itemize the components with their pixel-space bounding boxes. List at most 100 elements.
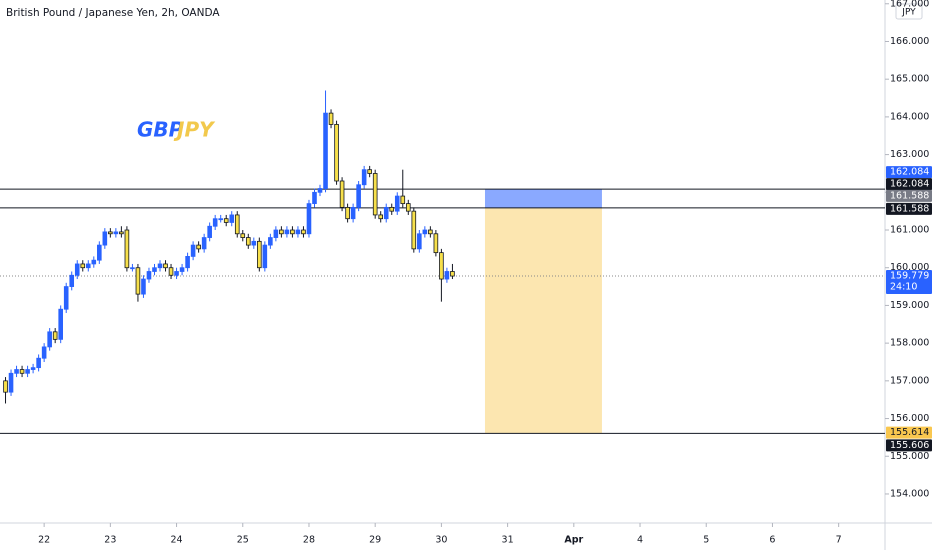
currency-box[interactable] bbox=[895, 3, 923, 20]
candle-body bbox=[146, 271, 152, 280]
candle-body bbox=[135, 267, 141, 295]
candle-body bbox=[63, 286, 69, 310]
y-tick-label: 155.000 bbox=[890, 451, 929, 462]
candle-body bbox=[152, 267, 157, 272]
y-tick-label: 164.000 bbox=[890, 111, 929, 122]
x-tick-label: 22 bbox=[38, 535, 50, 546]
candle-body bbox=[124, 229, 130, 269]
target-label: 155.614 bbox=[890, 427, 929, 438]
reward-zone bbox=[484, 207, 602, 434]
watermark-quote: JPY bbox=[173, 118, 216, 142]
line-label: 162.084 bbox=[890, 179, 929, 190]
x-tick-label: 30 bbox=[435, 535, 447, 546]
x-tick-label: 24 bbox=[171, 535, 183, 546]
y-tick-label: 160.000 bbox=[890, 262, 929, 273]
candle-body bbox=[389, 206, 395, 212]
last-price-bg bbox=[886, 270, 932, 295]
candle-body bbox=[323, 112, 328, 189]
x-tick-label: 23 bbox=[104, 535, 116, 546]
entry-label: 161.588 bbox=[890, 190, 929, 201]
candle-body bbox=[394, 195, 400, 212]
candle-body bbox=[201, 237, 207, 250]
candle-body bbox=[240, 233, 246, 238]
candle-body bbox=[185, 256, 190, 269]
candle-body bbox=[19, 369, 25, 374]
candle-body bbox=[141, 278, 146, 295]
line-label-bg bbox=[886, 178, 932, 191]
candle-body bbox=[8, 372, 14, 393]
y-tick-label: 156.000 bbox=[890, 413, 929, 424]
candle-body bbox=[290, 229, 295, 235]
candle-body bbox=[218, 218, 223, 221]
candle-body bbox=[3, 380, 8, 393]
stop-label-bg bbox=[886, 166, 932, 179]
y-tick-label: 167.000 bbox=[890, 0, 929, 9]
candle-body bbox=[97, 244, 102, 261]
candle-body bbox=[157, 263, 163, 269]
candle-body bbox=[196, 244, 201, 250]
y-tick-label: 158.000 bbox=[890, 338, 929, 349]
x-tick-label: 6 bbox=[769, 535, 775, 546]
candle-body bbox=[257, 240, 262, 269]
candle-body bbox=[383, 206, 389, 220]
candle-body bbox=[411, 210, 417, 250]
candle-body bbox=[174, 271, 179, 276]
x-tick-label: Apr bbox=[564, 535, 583, 546]
candle-body bbox=[306, 203, 312, 235]
candle-body bbox=[41, 346, 47, 359]
candle-body bbox=[47, 331, 52, 348]
candle-body bbox=[234, 214, 240, 235]
candle-body bbox=[367, 169, 372, 174]
last-price-label: 159.779 bbox=[890, 271, 929, 282]
candle-body bbox=[58, 308, 63, 340]
candle-body bbox=[179, 267, 185, 272]
chart-title: British Pound / Japanese Yen, 2h, OANDA bbox=[6, 7, 220, 19]
candle-body bbox=[356, 184, 361, 208]
candle-body bbox=[439, 252, 444, 280]
candle-body bbox=[223, 218, 229, 223]
y-tick-label: 165.000 bbox=[890, 74, 929, 85]
candle-body bbox=[14, 369, 19, 374]
y-tick-label: 157.000 bbox=[890, 375, 929, 386]
candle-body bbox=[207, 225, 212, 238]
candle-body bbox=[378, 214, 384, 220]
line-label-bg bbox=[886, 202, 932, 215]
currency-label[interactable]: JPY bbox=[901, 8, 916, 18]
x-tick-label: 5 bbox=[703, 535, 709, 546]
candle-body bbox=[345, 206, 350, 220]
candle-body bbox=[168, 267, 174, 276]
candle-body bbox=[317, 188, 323, 193]
candle-body bbox=[52, 331, 58, 340]
candle-body bbox=[417, 233, 422, 250]
candle-body bbox=[433, 233, 439, 254]
candle-body bbox=[80, 263, 86, 269]
entry-label-bg bbox=[886, 189, 932, 202]
candle-body bbox=[268, 237, 273, 246]
y-tick-label: 163.000 bbox=[890, 149, 929, 160]
candle-body bbox=[312, 191, 317, 205]
candle-body bbox=[450, 271, 455, 277]
candle-body bbox=[229, 214, 235, 223]
candle-body bbox=[108, 231, 113, 235]
candle-body bbox=[372, 173, 378, 216]
candle-body bbox=[295, 229, 301, 235]
candle-body bbox=[350, 206, 356, 220]
candle-body bbox=[130, 267, 135, 270]
candle-body bbox=[113, 231, 119, 235]
x-tick-label: 7 bbox=[836, 535, 842, 546]
y-tick-label: 154.000 bbox=[890, 488, 929, 499]
candle-body bbox=[25, 369, 30, 374]
x-tick-label: 28 bbox=[303, 535, 315, 546]
candle-body bbox=[339, 180, 345, 208]
risk-zone bbox=[484, 189, 602, 208]
candle-body bbox=[36, 357, 41, 369]
x-tick-label: 29 bbox=[369, 535, 381, 546]
candle-body bbox=[245, 237, 251, 246]
candle-body bbox=[74, 263, 80, 276]
candle-body bbox=[212, 218, 218, 227]
candle-body bbox=[444, 271, 450, 280]
candle-body bbox=[428, 229, 433, 235]
line-label: 161.588 bbox=[890, 203, 929, 214]
